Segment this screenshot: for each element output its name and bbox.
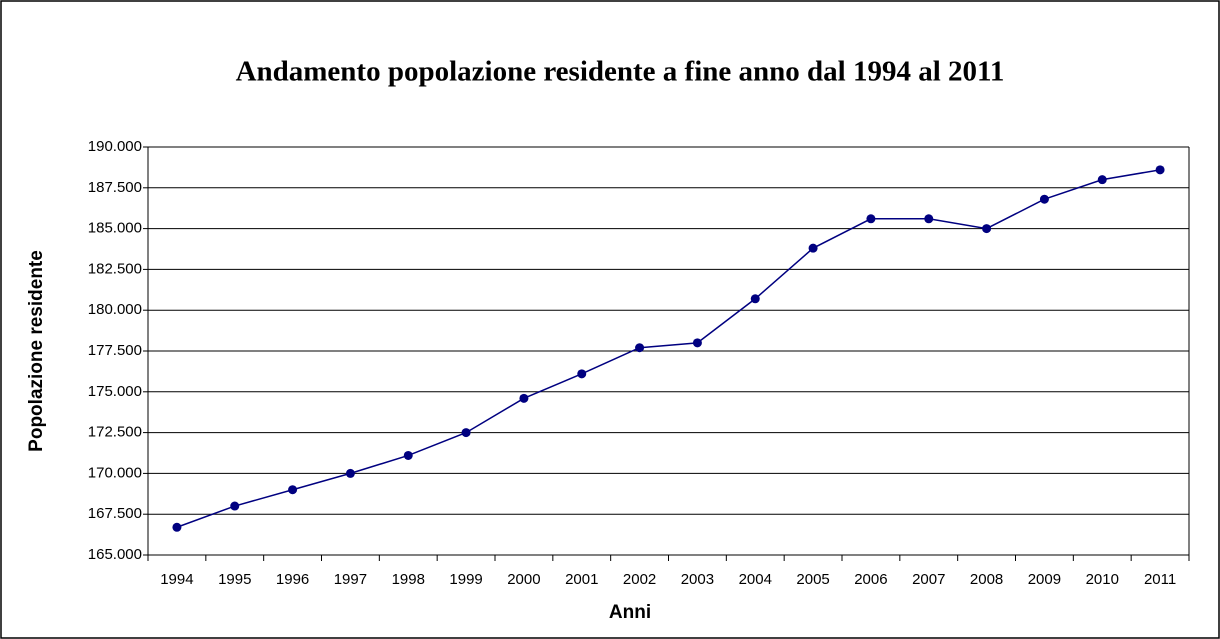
x-tick-label: 2005 (796, 571, 829, 588)
x-tick-label: 2011 (1144, 571, 1176, 588)
data-point (345, 468, 355, 478)
x-tick-label: 2001 (565, 571, 598, 588)
data-point (635, 343, 645, 353)
x-tick-label: 2010 (1086, 571, 1119, 588)
y-tick-label: 177.500 (88, 342, 142, 359)
data-point (692, 338, 702, 348)
x-tick-label: 2000 (507, 571, 540, 588)
data-point (288, 485, 298, 495)
y-tick-label: 187.500 (88, 179, 142, 196)
x-tick-label: 2004 (739, 571, 772, 588)
x-tick-label: 1999 (449, 571, 482, 588)
data-point (1097, 175, 1107, 185)
data-point (403, 450, 413, 460)
y-tick-label: 185.000 (88, 220, 142, 237)
x-tick-label: 2002 (623, 571, 656, 588)
x-tick-label: 1997 (334, 571, 367, 588)
x-tick-label: 1994 (160, 571, 193, 588)
data-point (808, 243, 818, 253)
x-axis-title: Anni (609, 602, 651, 623)
data-point (519, 393, 529, 403)
data-point (1155, 165, 1165, 175)
y-tick-label: 167.500 (88, 505, 142, 522)
y-tick-label: 182.500 (88, 260, 142, 277)
x-tick-label: 1998 (392, 571, 425, 588)
x-tick-label: 1996 (276, 571, 309, 588)
data-point (982, 224, 992, 234)
y-tick-label: 175.000 (88, 383, 142, 400)
x-tick-label: 2003 (681, 571, 714, 588)
y-axis-title: Popolazione residente (26, 250, 47, 452)
data-point (750, 294, 760, 304)
data-point (924, 214, 934, 224)
x-tick-label: 2006 (854, 571, 887, 588)
data-point (461, 428, 471, 438)
series-line (176, 169, 1161, 528)
x-tick-label: 1995 (218, 571, 251, 588)
data-point (1039, 194, 1049, 204)
data-point (866, 214, 876, 224)
chart-title: Andamento popolazione residente a fine a… (236, 56, 1005, 88)
y-tick-label: 165.000 (88, 546, 142, 563)
data-point (577, 369, 587, 379)
y-tick-label: 190.000 (88, 138, 142, 155)
x-tick-label: 2008 (970, 571, 1003, 588)
y-tick-label: 180.000 (88, 301, 142, 318)
y-tick-label: 172.500 (88, 424, 142, 441)
x-tick-label: 2007 (912, 571, 945, 588)
data-point (230, 501, 240, 511)
x-tick-label: 2009 (1028, 571, 1061, 588)
y-tick-label: 170.000 (88, 464, 142, 481)
data-point (172, 522, 182, 532)
